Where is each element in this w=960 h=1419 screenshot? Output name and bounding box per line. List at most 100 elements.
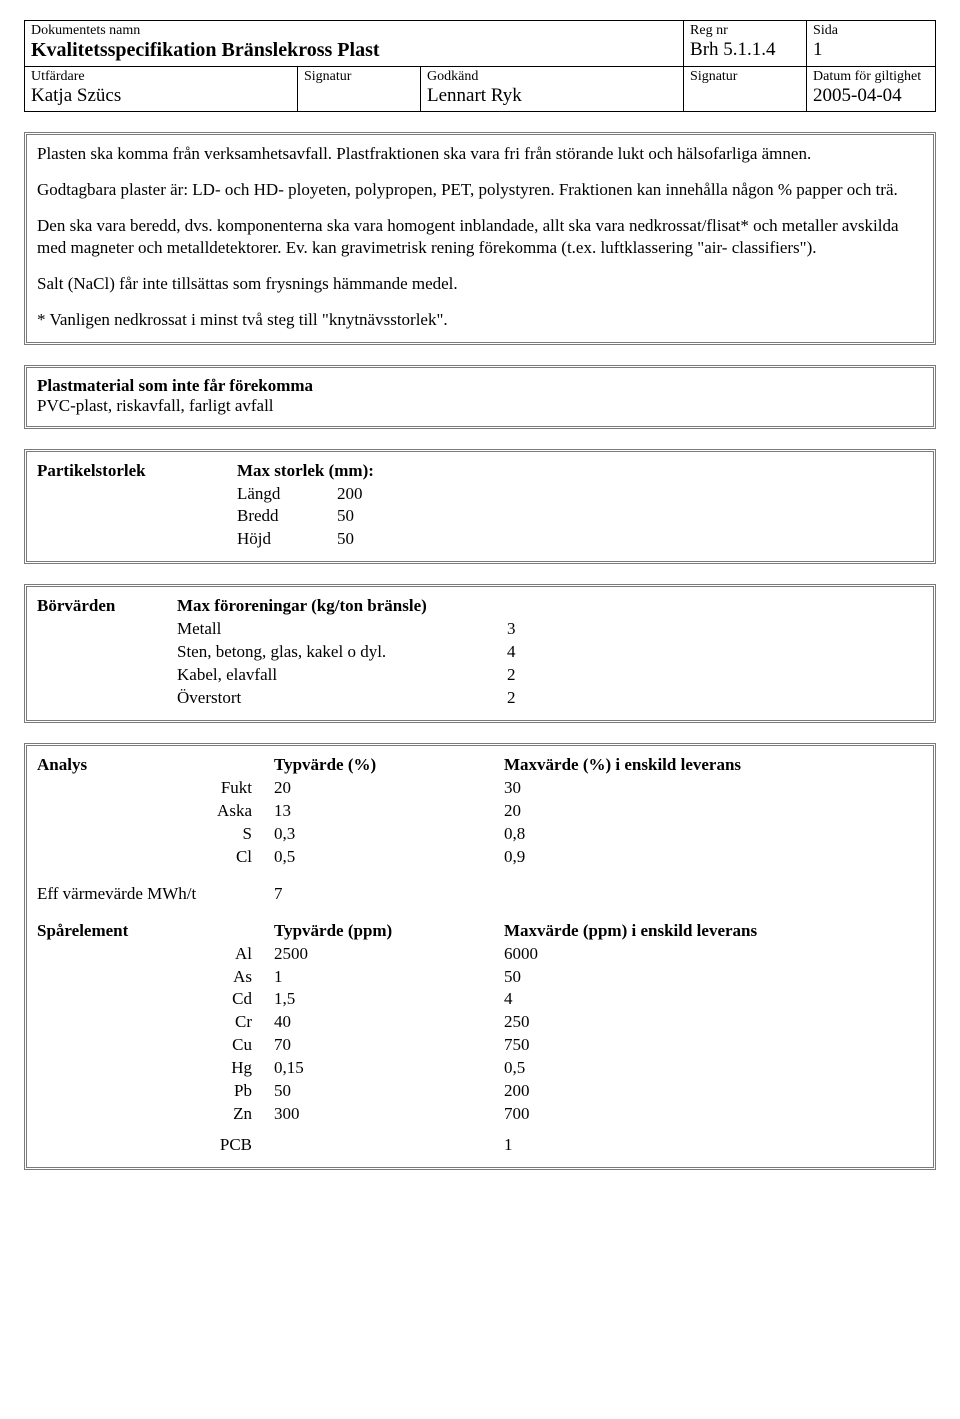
spar-param: Zn	[37, 1103, 274, 1126]
spar-max: 750	[504, 1034, 923, 1057]
ana-typ: 0,5	[274, 846, 504, 869]
forbidden-title: Plastmaterial som inte får förekomma	[37, 376, 923, 396]
pcb-label: PCB	[37, 1134, 274, 1157]
approved-value: Lennart Ryk	[427, 85, 677, 107]
page-value: 1	[813, 39, 929, 61]
table-row: Höjd 50	[37, 528, 397, 551]
borvarden-section: Börvärden Max föroreningar (kg/ton bräns…	[24, 584, 936, 723]
bor-item: Metall	[177, 618, 507, 641]
spar-max: 700	[504, 1103, 923, 1126]
spar-max: 50	[504, 966, 923, 989]
table-row: Kabel, elavfall 2	[37, 664, 547, 687]
particle-label: Partikelstorlek	[37, 460, 237, 483]
intro-p5: * Vanligen nedkrossat i minst två steg t…	[37, 309, 923, 331]
spar-param: As	[37, 966, 274, 989]
spar-max: 0,5	[504, 1057, 923, 1080]
forbidden-section: Plastmaterial som inte får förekomma PVC…	[24, 365, 936, 429]
spar-typ: 300	[274, 1103, 504, 1126]
pcb-row: PCB 1	[37, 1134, 923, 1157]
intro-p3: Den ska vara beredd, dvs. komponenterna …	[37, 215, 923, 259]
eff-val: 7	[274, 883, 504, 906]
issuer-label: Utfärdare	[31, 69, 291, 85]
spar-max: 250	[504, 1011, 923, 1034]
spar-max: 6000	[504, 943, 923, 966]
spar-typ: 2500	[274, 943, 504, 966]
bor-item: Överstort	[177, 687, 507, 710]
table-row: Metall 3	[37, 618, 547, 641]
bor-val: 3	[507, 618, 547, 641]
valid-value: 2005-04-04	[813, 85, 929, 107]
spar-typ: 70	[274, 1034, 504, 1057]
table-row: Cd 1,5 4	[37, 988, 923, 1011]
analysis-section: Analys Typvärde (%) Maxvärde (%) i enski…	[24, 743, 936, 1170]
bor-val: 4	[507, 641, 547, 664]
spar-param: Cu	[37, 1034, 274, 1057]
spar-typ-head: Typvärde (ppm)	[274, 920, 504, 943]
spar-label: Spårelement	[37, 920, 274, 943]
spar-param: Cr	[37, 1011, 274, 1034]
table-row: Hg 0,15 0,5	[37, 1057, 923, 1080]
spar-typ: 50	[274, 1080, 504, 1103]
spar-typ: 1	[274, 966, 504, 989]
spar-param: Al	[37, 943, 274, 966]
table-row: As 1 50	[37, 966, 923, 989]
pcb-val: 1	[504, 1134, 923, 1157]
eff-row: Eff värmevärde MWh/t 7	[37, 883, 923, 906]
bor-val: 2	[507, 664, 547, 687]
table-row: Längd 200	[37, 483, 397, 506]
dim-name: Bredd	[237, 505, 337, 528]
ana-typ: 13	[274, 800, 504, 823]
sign2-label: Signatur	[690, 69, 800, 85]
bor-val: 2	[507, 687, 547, 710]
doc-name-label: Dokumentets namn	[31, 23, 677, 39]
dim-val: 50	[337, 505, 397, 528]
valid-label: Datum för giltighet	[813, 69, 929, 85]
ana-param: Cl	[37, 846, 274, 869]
ana-max: 0,9	[504, 846, 923, 869]
dim-name: Höjd	[237, 528, 337, 551]
ana-param: S	[37, 823, 274, 846]
table-row: Sten, betong, glas, kakel o dyl. 4	[37, 641, 547, 664]
table-row: S 0,3 0,8	[37, 823, 923, 846]
dim-name: Längd	[237, 483, 337, 506]
ana-max: 30	[504, 777, 923, 800]
spar-max: 4	[504, 988, 923, 1011]
table-row: Pb 50 200	[37, 1080, 923, 1103]
analysis-max-head: Maxvärde (%) i enskild leverans	[504, 754, 923, 777]
table-row: Fukt 20 30	[37, 777, 923, 800]
spar-param: Cd	[37, 988, 274, 1011]
intro-p4: Salt (NaCl) får inte tillsättas som frys…	[37, 273, 923, 295]
particle-section: Partikelstorlek Max storlek (mm): Längd …	[24, 449, 936, 565]
ana-typ: 20	[274, 777, 504, 800]
spar-param: Hg	[37, 1057, 274, 1080]
spar-max: 200	[504, 1080, 923, 1103]
table-row: Cl 0,5 0,9	[37, 846, 923, 869]
spar-typ: 0,15	[274, 1057, 504, 1080]
analysis-typ-head: Typvärde (%)	[274, 754, 504, 777]
table-row: Al 2500 6000	[37, 943, 923, 966]
intro-p2: Godtagbara plaster är: LD- och HD- ploye…	[37, 179, 923, 201]
reg-value: Brh 5.1.1.4	[690, 39, 800, 61]
eff-label: Eff värmevärde MWh/t	[37, 883, 274, 906]
particle-heading: Max storlek (mm):	[237, 460, 397, 483]
spar-max-head: Maxvärde (ppm) i enskild leverans	[504, 920, 923, 943]
page-label: Sida	[813, 23, 929, 39]
borvarden-table: Börvärden Max föroreningar (kg/ton bräns…	[37, 595, 547, 710]
document-header: Dokumentets namn Kvalitetsspecifikation …	[24, 20, 936, 112]
table-row: Bredd 50	[37, 505, 397, 528]
table-row: Överstort 2	[37, 687, 547, 710]
ana-param: Fukt	[37, 777, 274, 800]
table-row: Cu 70 750	[37, 1034, 923, 1057]
table-row: Cr 40 250	[37, 1011, 923, 1034]
bor-item: Sten, betong, glas, kakel o dyl.	[177, 641, 507, 664]
bor-heading: Max föroreningar (kg/ton bränsle)	[177, 595, 547, 618]
doc-name: Kvalitetsspecifikation Bränslekross Plas…	[31, 39, 677, 62]
intro-section: Plasten ska komma från verksamhetsavfall…	[24, 132, 936, 345]
spar-typ: 1,5	[274, 988, 504, 1011]
reg-label: Reg nr	[690, 23, 800, 39]
table-row: Zn 300 700	[37, 1103, 923, 1126]
dim-val: 200	[337, 483, 397, 506]
forbidden-text: PVC-plast, riskavfall, farligt avfall	[37, 396, 923, 416]
ana-max: 0,8	[504, 823, 923, 846]
table-row: Aska 13 20	[37, 800, 923, 823]
